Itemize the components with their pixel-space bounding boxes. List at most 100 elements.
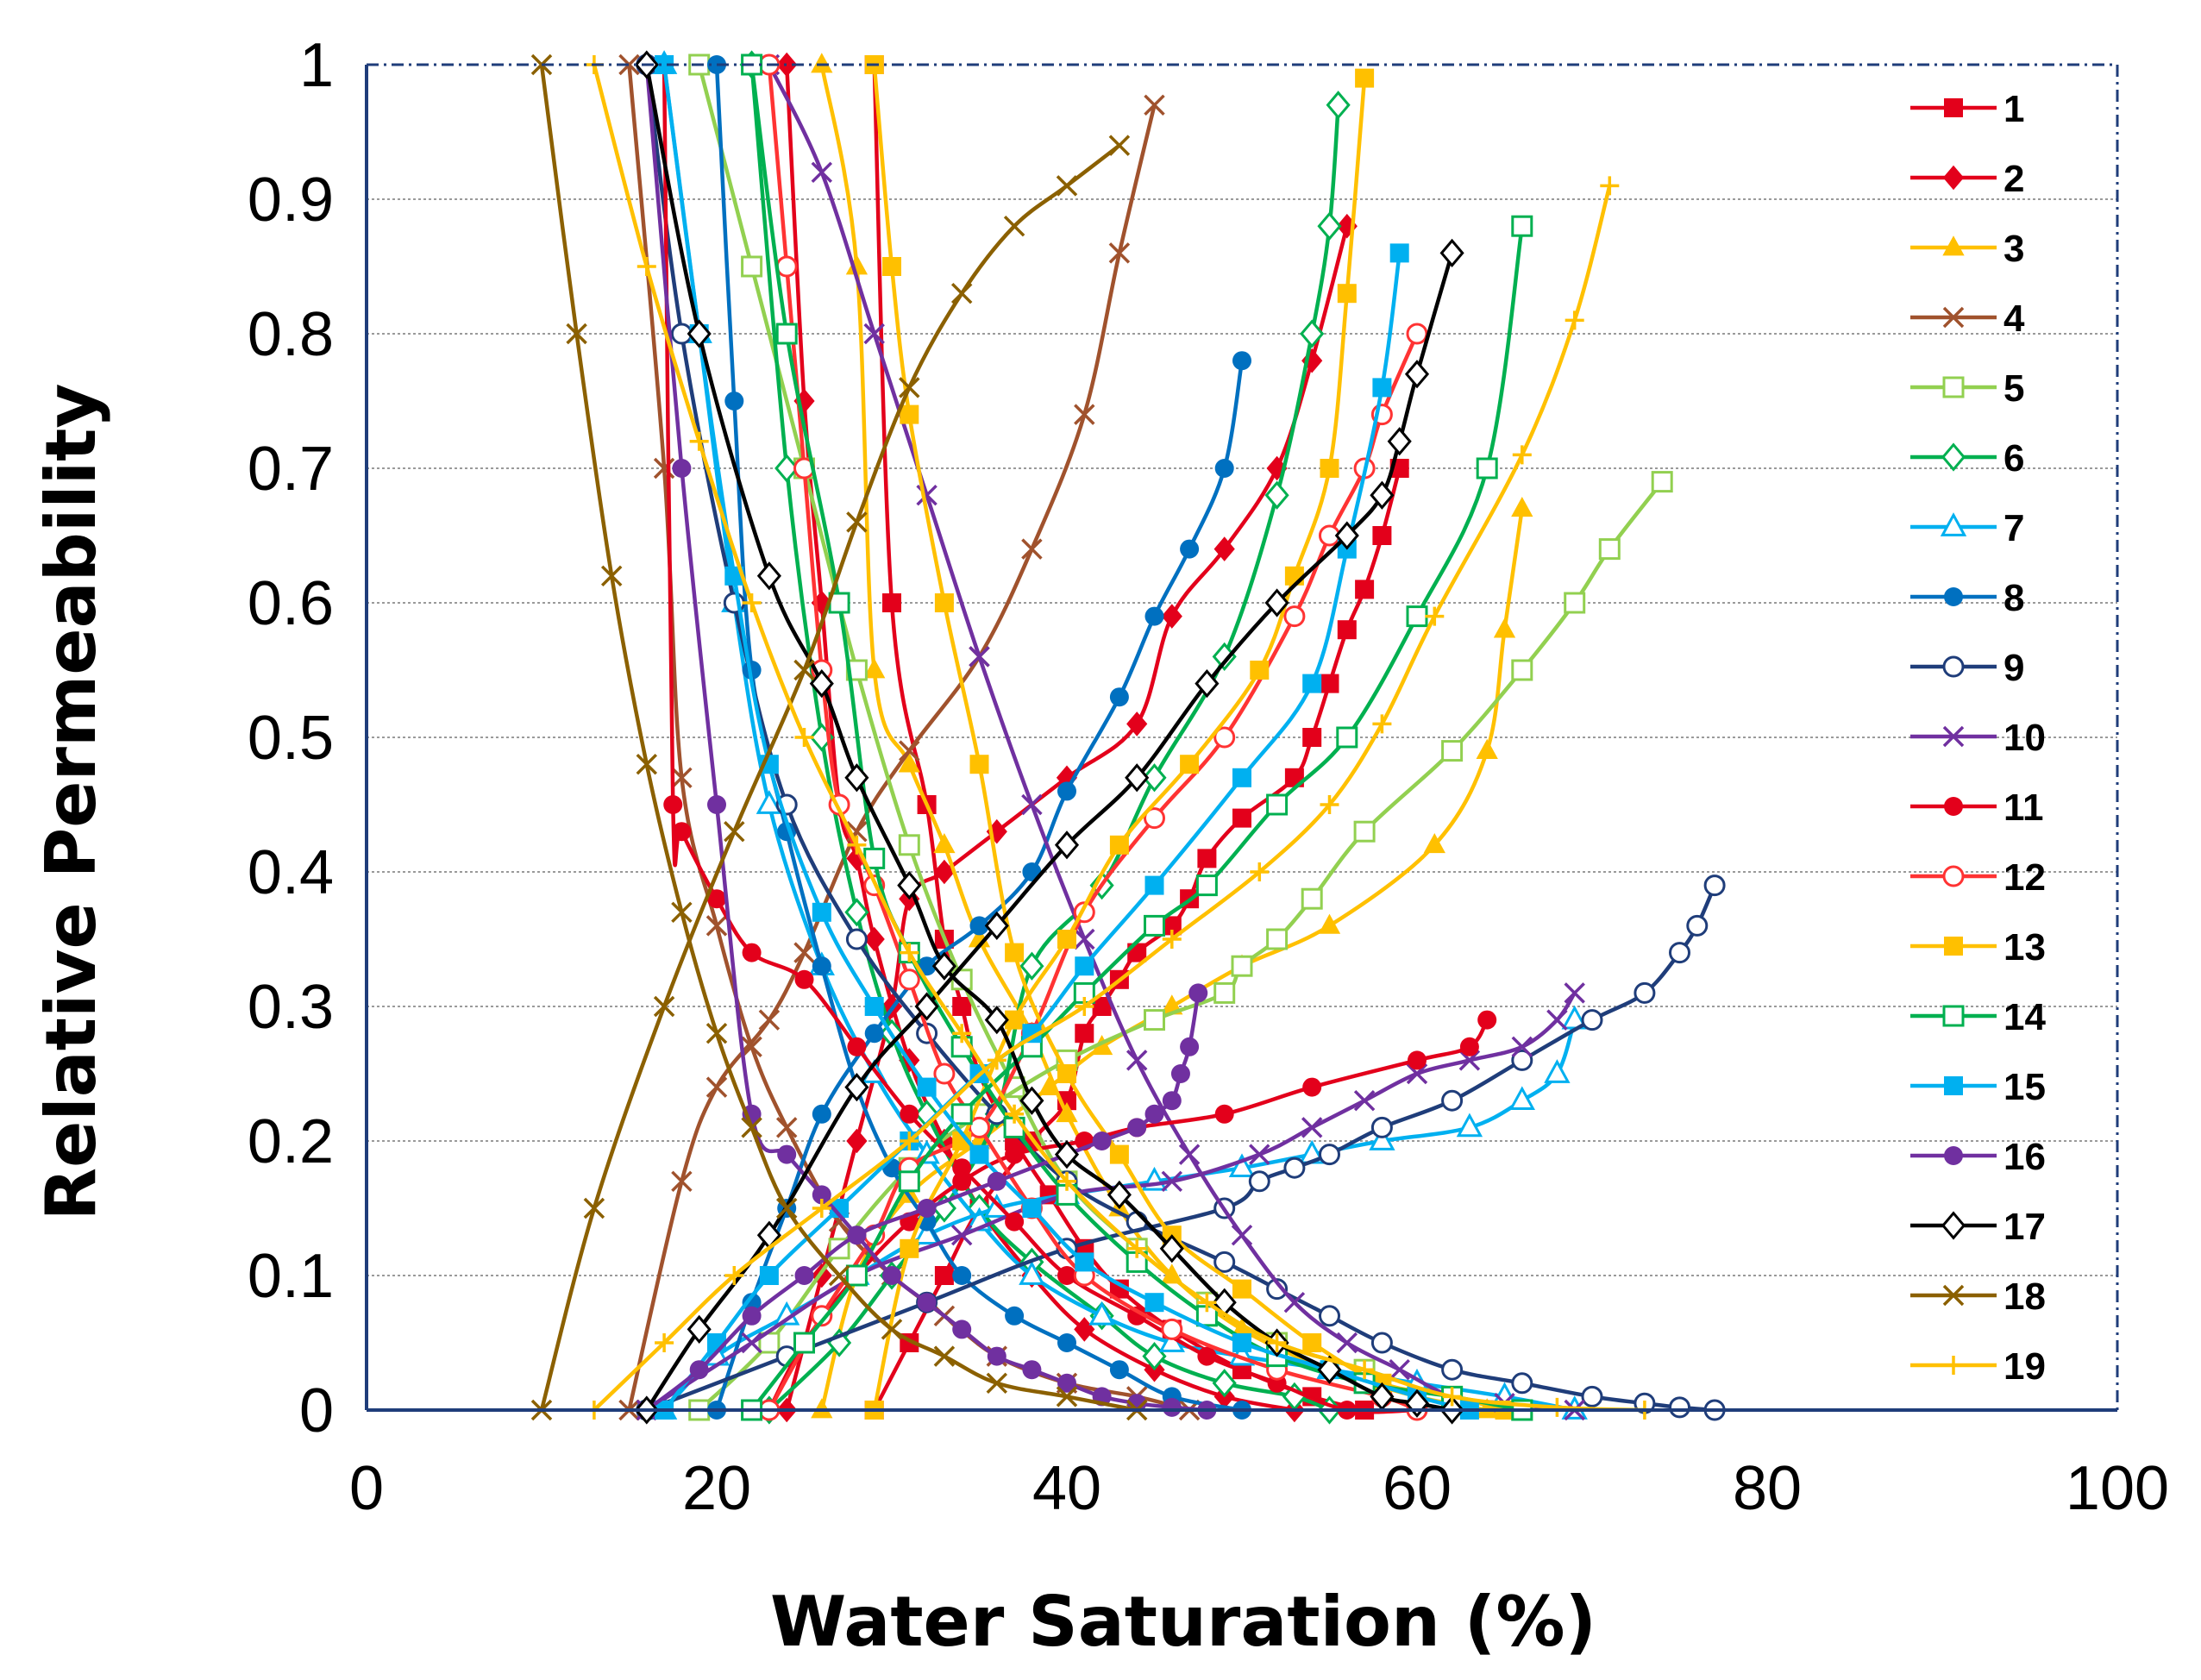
triangle-marker [1019,1261,1045,1285]
x-marker [566,323,587,345]
legend-item-8: 8 [1910,577,2024,619]
plus-marker [1547,1397,1567,1417]
triangle-marker [756,790,783,814]
series-16 [636,55,1217,1420]
square-marker [1320,674,1339,693]
plus-marker [987,1050,1006,1070]
circle-marker [1406,323,1428,345]
circle-marker [777,1144,797,1164]
triangle-marker [1228,1153,1256,1178]
diamond-marker [1195,668,1220,699]
triangle-marker [1318,913,1341,934]
square-marker [1057,930,1076,949]
series-17-kro-line [644,64,1453,1413]
y-tick-label: 0.3 [248,973,334,1042]
diamond-marker [756,561,781,591]
circle-marker [1511,1372,1533,1395]
x-tick-label: 40 [1032,1454,1101,1523]
triangle-marker [1038,1075,1061,1095]
diamond-marker [1326,91,1351,120]
square-marker [1213,981,1236,1004]
circle-marker [987,1171,1006,1191]
circle-marker [1634,981,1656,1004]
diamond-marker [776,52,798,78]
x-marker [671,901,693,924]
circle-marker [847,1037,867,1056]
legend-label: 15 [2003,1066,2046,1108]
circle-marker [900,1104,919,1124]
triangle-marker [1088,1301,1115,1326]
diamond-marker [863,926,885,952]
circle-marker [1057,1333,1076,1352]
x-marker [828,1264,850,1287]
diamond-marker [1161,604,1182,629]
plus-marker [1267,1333,1287,1352]
circle-marker [864,1024,884,1044]
square-marker [1075,1252,1094,1272]
legend-item-5: 5 [1910,367,2024,410]
square-marker [900,1238,919,1258]
plus-marker [900,1131,919,1150]
legend-label: 3 [2003,228,2024,270]
circle-marker [845,928,868,950]
triangle-marker [811,53,833,73]
x-marker [1108,242,1131,264]
circle-marker [1180,539,1200,559]
x-marker [671,1170,693,1193]
square-marker [1944,98,1963,117]
x-marker [1161,1170,1183,1193]
x-marker [1231,1224,1253,1246]
diamond-marker [1404,1389,1430,1418]
legend-item-11: 11 [1910,787,2044,829]
square-marker [1144,1009,1165,1031]
x-marker [846,511,868,533]
x-marker [1458,1050,1481,1071]
x-marker [899,377,920,398]
square-marker [1109,1144,1129,1164]
circle-marker [933,1063,956,1085]
circle-marker [812,956,831,976]
diamond-marker [1125,763,1150,793]
triangle-marker [1456,1113,1483,1138]
square-marker [1109,835,1129,855]
triangle-marker [1476,1398,1498,1419]
square-marker [775,323,798,345]
circle-marker [917,1199,937,1218]
x-marker [793,659,815,681]
square-marker [812,902,831,922]
triangle-marker [1493,617,1516,638]
diamond-marker [1941,442,1966,472]
square-marker [898,1170,920,1193]
square-marker [1075,956,1094,976]
plus-marker [1250,862,1270,881]
x-marker [811,161,833,184]
diamond-marker [844,898,869,927]
diamond-marker [846,1128,868,1154]
square-marker [1144,875,1164,895]
plus-marker [1372,714,1392,734]
circle-marker [1214,459,1234,478]
x-marker [600,565,623,587]
series-18-kro-line [539,64,1138,1413]
plus-marker [1127,1238,1147,1258]
triangle-marker [1511,497,1533,517]
plus-marker [1944,1356,1963,1375]
legend-label: 18 [2003,1276,2046,1318]
diamond-marker [1019,951,1044,981]
square-marker [1651,471,1673,493]
y-axis-title: Relative Permeability [31,383,111,1220]
diamond-marker [1212,1369,1237,1398]
square-marker [1564,592,1586,614]
triangle-marker [933,833,956,854]
x-marker [1546,1009,1568,1031]
diamond-marker [1142,763,1167,793]
square-marker [793,1332,815,1354]
x-tick-label: 20 [682,1454,751,1523]
square-marker [1476,457,1498,480]
circle-marker [1283,1157,1306,1179]
series-19-krw-line [593,185,1612,1412]
legend-item-14: 14 [1910,996,2046,1038]
circle-marker [672,459,692,478]
series-13-krw-line [872,78,1367,1411]
